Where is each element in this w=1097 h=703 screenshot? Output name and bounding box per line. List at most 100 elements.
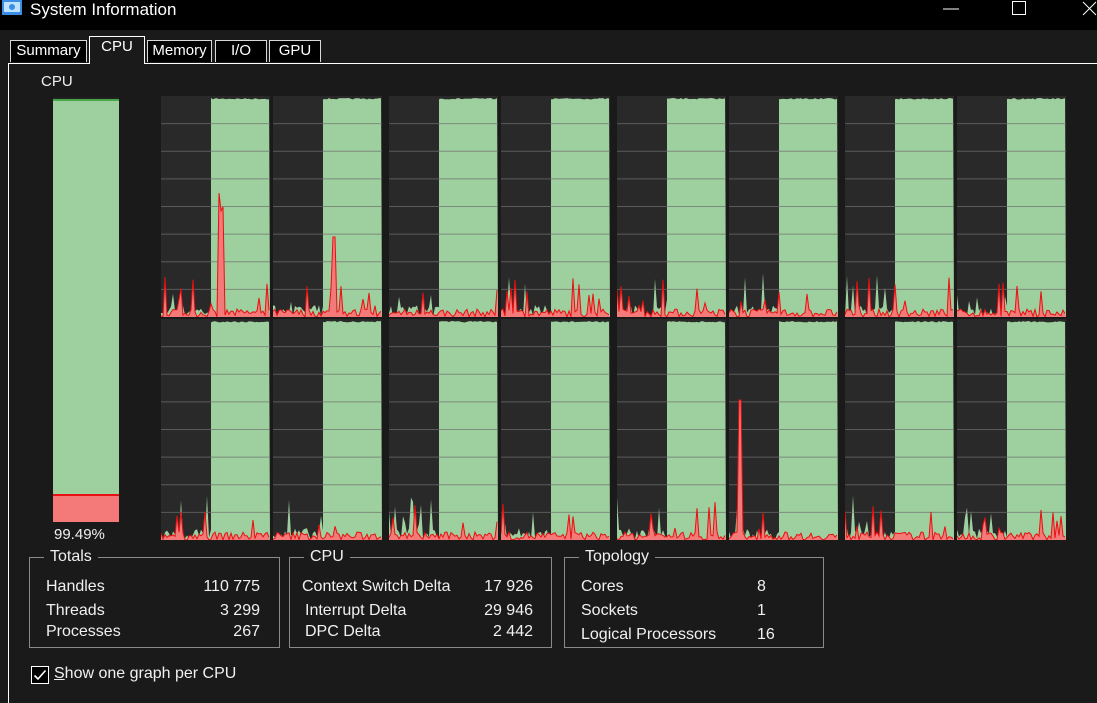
cpu-graph-12	[617, 319, 726, 540]
cpu-graph-svg-7	[957, 98, 1066, 317]
handles-value: 110 775	[203, 578, 260, 595]
cpu-usage-area	[895, 321, 954, 540]
cpu-graph-svg-1	[273, 98, 382, 317]
cpu-kernel-line	[957, 282, 1066, 317]
cpu-usage-area	[667, 98, 726, 317]
cpu-usage-area	[439, 321, 498, 540]
title-bar: System Information	[0, 0, 1097, 30]
context-switch-label: Context Switch Delta	[302, 578, 451, 595]
cpu-kernel-line	[161, 193, 270, 317]
cpu-stats-title: CPU	[304, 548, 350, 566]
cpu-kernel-fill	[53, 494, 119, 522]
maximize-button[interactable]	[996, 0, 1042, 26]
cpu-idle-usage-area	[617, 278, 667, 317]
cpu-usage-percent: 99.49%	[54, 526, 105, 543]
cpu-graph-svg-13	[729, 321, 838, 540]
cpu-kernel-area	[389, 505, 498, 540]
context-switch-value: 17 926	[484, 578, 533, 595]
cpu-graph-3	[501, 96, 610, 317]
cpu-idle-usage-area	[957, 295, 1007, 317]
cpu-usage-area	[779, 321, 838, 540]
dpc-label: DPC Delta	[305, 623, 381, 640]
cpu-graph-svg-12	[617, 321, 726, 540]
cpu-usage-fill-edge	[53, 99, 119, 102]
cpu-stats-group: CPU	[289, 548, 552, 648]
cpu-graph-svg-14	[845, 321, 954, 540]
sockets-label: Sockets	[581, 602, 638, 619]
processes-value: 267	[233, 623, 260, 640]
cpu-graph-6	[845, 96, 954, 317]
cpu-graph-13	[729, 319, 838, 540]
cpu-idle-usage-area	[501, 512, 551, 540]
cpu-kernel-line	[501, 503, 610, 540]
show-one-graph-accel: S	[54, 665, 65, 682]
cpu-graph-7	[957, 96, 1066, 317]
cpu-graph-4	[617, 96, 726, 317]
cpu-graph-5	[729, 96, 838, 317]
handles-label: Handles	[46, 578, 105, 595]
cpu-kernel-area	[729, 400, 838, 540]
logical-processors-label: Logical Processors	[581, 626, 717, 643]
cpu-usage-area	[323, 321, 382, 540]
cpu-idle-usage-area	[389, 295, 439, 317]
cpu-usage-area	[551, 98, 610, 317]
threads-value: 3 299	[219, 602, 260, 619]
dpc-value: 2 442	[492, 623, 533, 640]
cpu-graph-svg-15	[957, 321, 1066, 540]
show-one-graph-text: how one graph per CPU	[64, 665, 237, 682]
maximize-icon	[1012, 1, 1026, 15]
processes-label: Processes	[46, 623, 121, 640]
interrupt-label: Interrupt Delta	[305, 602, 407, 619]
tab-memory[interactable]: Memory	[147, 40, 212, 62]
window-title: System Information	[30, 0, 177, 19]
minimize-icon	[943, 8, 959, 10]
cpu-graph-svg-5	[729, 98, 838, 317]
cpu-kernel-line	[389, 289, 498, 317]
tab-gpu[interactable]: GPU	[269, 40, 321, 62]
tab-io[interactable]: I/O	[215, 40, 267, 62]
tab-cpu[interactable]: CPU	[89, 36, 145, 64]
cpu-kernel-area	[845, 277, 954, 317]
cpu-graph-9	[273, 319, 382, 540]
close-button[interactable]	[1070, 0, 1097, 26]
cpu-kernel-line	[957, 509, 1066, 540]
cpu-kernel-line	[729, 292, 838, 317]
cpu-usage-area	[439, 98, 498, 317]
cpu-graph-11	[501, 319, 610, 540]
checkmark-icon	[33, 669, 47, 681]
show-one-graph-checkbox[interactable]	[31, 666, 49, 684]
interrupt-value: 29 946	[484, 602, 533, 619]
cpu-kernel-line	[729, 399, 838, 540]
tab-summary[interactable]: Summary	[10, 40, 87, 62]
cpu-kernel-line	[273, 236, 382, 317]
cpu-graph-svg-8	[161, 321, 270, 540]
cpu-kernel-line	[501, 278, 610, 317]
cpu-graph-14	[845, 319, 954, 540]
cpu-graph-svg-3	[501, 98, 610, 317]
cpu-graph-0	[161, 96, 270, 317]
tab-panel	[8, 63, 1097, 703]
close-icon	[1082, 1, 1097, 16]
cpu-kernel-line	[389, 505, 498, 540]
cpu-kernel-area	[161, 193, 270, 317]
topology-group: Topology	[564, 548, 824, 648]
cpu-idle-usage-area	[957, 507, 1007, 540]
cpu-graph-svg-6	[845, 98, 954, 317]
cpu-graph-8	[161, 319, 270, 540]
cpu-graph-10	[389, 319, 498, 540]
topology-title: Topology	[579, 548, 656, 566]
cpu-usage-meter	[53, 97, 119, 522]
totals-group: Totals	[29, 548, 280, 648]
cpu-graph-svg-4	[617, 98, 726, 317]
minimize-button[interactable]	[926, 0, 972, 26]
totals-title: Totals	[44, 548, 98, 566]
cpu-graph-1	[273, 96, 382, 317]
logical-processors-value: 16	[757, 626, 775, 643]
cpu-kernel-line	[617, 502, 726, 540]
cpu-usage-area	[779, 98, 838, 317]
cpu-usage-area	[895, 98, 954, 317]
cpu-graph-svg-0	[161, 98, 270, 317]
show-one-graph-label[interactable]: Show one graph per CPU	[54, 665, 236, 683]
threads-label: Threads	[46, 602, 105, 619]
cpu-kernel-area	[957, 510, 1066, 540]
